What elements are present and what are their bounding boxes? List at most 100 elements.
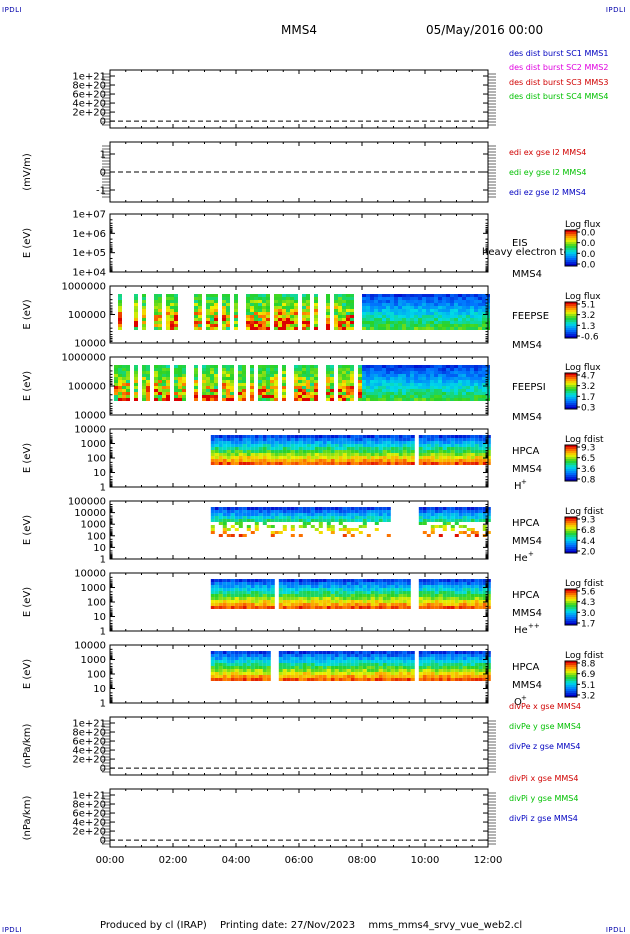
spectrogram-cell bbox=[222, 374, 226, 377]
colorbar-cell bbox=[565, 459, 577, 462]
spectrogram-cell bbox=[306, 371, 310, 374]
spectrogram-cell bbox=[270, 371, 274, 374]
y-tick-label: 1e+04 bbox=[72, 268, 106, 279]
spectrogram-cell bbox=[430, 309, 434, 312]
spectrogram-cell bbox=[454, 507, 459, 510]
legend-entry: edi ey gse l2 MMS4 bbox=[509, 168, 587, 177]
spectrogram-cell bbox=[214, 398, 218, 401]
spectrogram-cell bbox=[334, 513, 339, 516]
spectrogram-cell bbox=[234, 519, 239, 522]
spectrogram-cell bbox=[366, 377, 370, 380]
spectrogram-cell bbox=[382, 582, 387, 585]
spectrogram-cell bbox=[258, 447, 263, 450]
spectrogram-cell bbox=[346, 312, 350, 315]
spectrogram-cell bbox=[482, 435, 487, 438]
spectrogram-cell bbox=[358, 513, 363, 516]
spectrogram-cell bbox=[222, 300, 226, 303]
spectrogram-cell bbox=[274, 318, 278, 321]
spectrogram-cell bbox=[454, 438, 459, 441]
spectrogram-cell bbox=[262, 438, 267, 441]
spectrogram-cell bbox=[342, 321, 346, 324]
spectrogram-cell bbox=[430, 585, 435, 588]
spectrogram-cell bbox=[378, 582, 383, 585]
spectrogram-cell bbox=[154, 383, 158, 386]
spectrogram-cell bbox=[462, 438, 467, 441]
spectrogram-cell bbox=[382, 365, 386, 368]
spectrogram-cell bbox=[466, 534, 471, 537]
spectrogram-cell bbox=[294, 519, 299, 522]
spectrogram-cell bbox=[318, 462, 323, 465]
spectrogram-cell bbox=[434, 371, 438, 374]
spectrogram-cell bbox=[430, 371, 434, 374]
spectrogram-cell bbox=[458, 306, 462, 309]
spectrogram-cell bbox=[382, 444, 387, 447]
spectrogram-cell bbox=[298, 380, 302, 383]
spectrogram-cell bbox=[406, 597, 411, 600]
colorbar-cell bbox=[565, 603, 577, 606]
spectrogram-cell bbox=[302, 300, 306, 303]
spectrogram-cell bbox=[350, 600, 355, 603]
spectrogram-cell bbox=[458, 315, 462, 318]
spectrogram-cell bbox=[434, 441, 439, 444]
spectrogram-cell bbox=[330, 654, 335, 657]
spectrogram-cell bbox=[274, 519, 279, 522]
spectrogram-cell bbox=[266, 519, 271, 522]
spectrogram-cell bbox=[118, 371, 122, 374]
spectrogram-cell bbox=[458, 597, 463, 600]
spectrogram-cell bbox=[378, 309, 382, 312]
spectrogram-cell bbox=[222, 318, 226, 321]
spectrogram-cell bbox=[262, 651, 267, 654]
spectrogram-cell bbox=[434, 513, 439, 516]
spectrogram-cell bbox=[422, 315, 426, 318]
spectrogram-cell bbox=[418, 324, 422, 327]
spectrogram-cell bbox=[310, 657, 315, 660]
spectrogram-cell bbox=[406, 462, 411, 465]
spectrogram-cell bbox=[254, 675, 259, 678]
spectrogram-cell bbox=[406, 374, 410, 377]
spectrogram-cell bbox=[326, 447, 331, 450]
spectrogram-cell bbox=[466, 579, 471, 582]
spectrogram-cell bbox=[454, 315, 458, 318]
spacecraft-label: MMS4 bbox=[512, 269, 542, 280]
spectrogram-cell bbox=[482, 303, 486, 306]
spectrogram-cell bbox=[446, 435, 451, 438]
spectrogram-cell bbox=[326, 513, 331, 516]
spectrogram-cell bbox=[446, 318, 450, 321]
spectrogram-cell bbox=[486, 447, 491, 450]
spectrogram-cell bbox=[450, 450, 455, 453]
spectrogram-cell bbox=[290, 327, 294, 330]
spectrogram-cell bbox=[286, 585, 291, 588]
spectrogram-cell bbox=[318, 666, 323, 669]
spectrogram-cell bbox=[222, 380, 226, 383]
spectrogram-cell bbox=[406, 371, 410, 374]
spectrogram-cell bbox=[214, 651, 219, 654]
colorbar-cell bbox=[565, 605, 577, 608]
spectrogram-cell bbox=[362, 597, 367, 600]
spectrogram-cell bbox=[214, 309, 218, 312]
spectrogram-cell bbox=[258, 453, 263, 456]
spectrogram-cell bbox=[394, 438, 399, 441]
spectrogram-cell bbox=[342, 380, 346, 383]
spectrogram-cell bbox=[154, 368, 158, 371]
spectrogram-cell bbox=[458, 444, 463, 447]
spectrogram-cell bbox=[210, 672, 215, 675]
spectrogram-cell bbox=[210, 395, 214, 398]
spectrogram-cell bbox=[430, 591, 435, 594]
spectrogram-cell bbox=[398, 300, 402, 303]
spectrogram-cell bbox=[426, 435, 431, 438]
spectrogram-cell bbox=[406, 582, 411, 585]
colorbar-cell bbox=[565, 403, 577, 406]
spectrogram-cell bbox=[418, 519, 423, 522]
spectrogram-cell bbox=[274, 383, 278, 386]
spectrogram-cell bbox=[394, 306, 398, 309]
spectrogram-cell bbox=[358, 435, 363, 438]
spectrogram-cell bbox=[462, 447, 467, 450]
colorbar-cell bbox=[565, 254, 577, 257]
spectrogram-cell bbox=[354, 441, 359, 444]
spectrogram-cell bbox=[250, 435, 255, 438]
spectrogram-cell bbox=[258, 327, 262, 330]
spectrogram-cell bbox=[314, 579, 319, 582]
spectrogram-cell bbox=[290, 306, 294, 309]
spectrogram-cell bbox=[250, 392, 254, 395]
spectrogram-cell bbox=[278, 603, 283, 606]
